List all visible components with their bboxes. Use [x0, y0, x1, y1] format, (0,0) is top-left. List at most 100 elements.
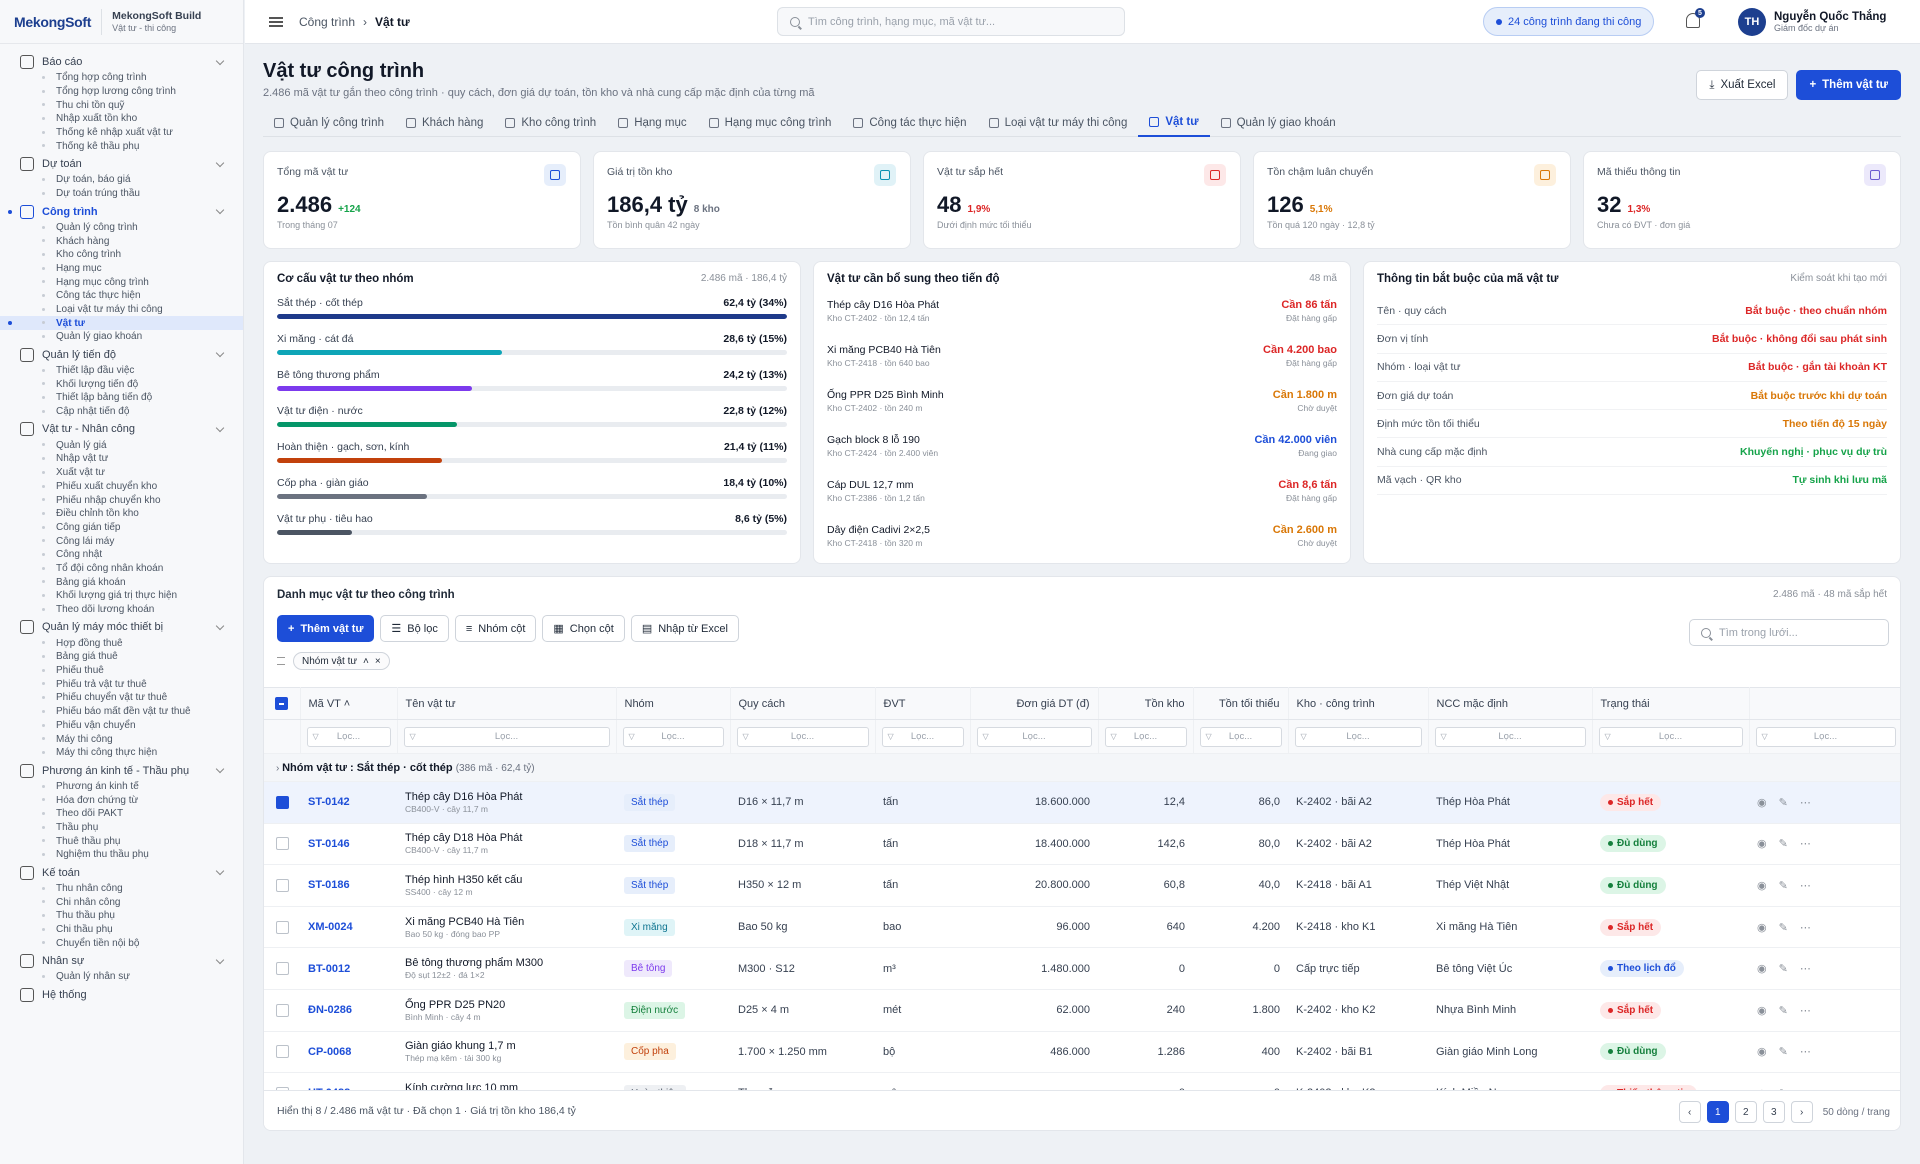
row-checkbox[interactable] [275, 1003, 289, 1017]
more-icon[interactable]: ⋯ [1799, 1004, 1811, 1017]
column-header[interactable]: ĐVT [875, 687, 971, 720]
nav-item[interactable]: Thiết lập đầu việc [0, 364, 243, 378]
eye-icon[interactable]: ◉ [1757, 921, 1767, 934]
nav-item[interactable]: Hóa đơn chứng từ [0, 793, 243, 807]
filter-input[interactable]: Lọc... [881, 726, 964, 747]
nav-item[interactable]: Phiếu trả vật tư thuê [0, 677, 243, 691]
tab-1[interactable]: Khách hàng [395, 109, 494, 137]
sort-up-icon[interactable]: ˄ [363, 655, 369, 667]
chevron-down-icon[interactable] [215, 348, 225, 358]
nav-item[interactable]: Thống kê thầu phụ [0, 139, 243, 153]
nav-item[interactable]: Thu chi tồn quỹ [0, 98, 243, 112]
nav-item[interactable]: Chi nhân công [0, 895, 243, 909]
breadcrumb-parent[interactable]: Công trình [299, 14, 356, 29]
tab-8[interactable]: Quản lý giao khoán [1210, 109, 1347, 137]
nav-item[interactable]: Quản lý giá [0, 438, 243, 452]
nav-section-6[interactable]: Phương án kinh tế - Thầu phụ [0, 762, 243, 780]
chevron-down-icon[interactable] [215, 955, 225, 964]
eye-icon[interactable]: ◉ [1757, 1046, 1767, 1059]
eye-icon[interactable]: ◉ [1757, 796, 1767, 809]
tab-5[interactable]: Công tác thực hiện [842, 109, 977, 137]
page-button[interactable]: 3 [1762, 1101, 1785, 1123]
filter-input[interactable]: Lọc... [1434, 726, 1586, 747]
page-button[interactable]: › [1790, 1101, 1813, 1123]
edit-icon[interactable]: ✎ [1778, 963, 1788, 976]
row-checkbox[interactable] [275, 878, 289, 892]
toolbar-button-3[interactable]: ▦ Chọn cột [542, 615, 625, 642]
edit-icon[interactable]: ✎ [1778, 879, 1788, 892]
nav-item[interactable]: Dự toán trúng thầu [0, 187, 243, 201]
nav-section-0[interactable]: Báo cáo [0, 53, 243, 71]
column-header[interactable]: Tồn tối thiểu [1193, 687, 1289, 720]
nav-section-9[interactable]: Hệ thống [0, 986, 243, 1004]
column-header[interactable]: Trạng thái [1592, 687, 1750, 720]
nav-item[interactable]: Chi thầu phụ [0, 923, 243, 937]
column-header[interactable]: Tên vật tư [397, 687, 617, 720]
table-row[interactable]: ST-0146 Thép cây D18 Hòa Phát CB400-V · câ… [264, 823, 1900, 866]
chevron-down-icon[interactable] [215, 56, 225, 65]
page-button[interactable]: 2 [1734, 1101, 1757, 1123]
nav-item[interactable]: Quản lý công trình [0, 221, 243, 235]
nav-item[interactable]: Khối lượng giá trị thực hiện [0, 589, 243, 603]
nav-section-2[interactable]: Công trình [0, 203, 243, 221]
nav-item[interactable]: Tổng hợp lương công trình [0, 85, 243, 99]
tab-2[interactable]: Kho công trình [494, 109, 607, 137]
search-input[interactable]: Tìm công trình, hạng mục, mã vật tư... [777, 7, 1125, 36]
nav-section-8[interactable]: Nhân sự [0, 952, 243, 970]
chevron-down-icon[interactable] [215, 423, 225, 433]
nav-item[interactable]: Máy thi công thực hiện [0, 746, 243, 760]
eye-icon[interactable]: ◉ [1757, 963, 1767, 976]
material-code[interactable]: ĐN-0286 [300, 989, 397, 1032]
active-projects-pill[interactable]: 24 công trình đang thi công [1483, 7, 1655, 36]
nav-item[interactable]: Thiết lập bảng tiến độ [0, 391, 243, 405]
edit-icon[interactable]: ✎ [1778, 796, 1788, 809]
column-header[interactable]: Nhóm [616, 687, 731, 720]
eye-icon[interactable]: ◉ [1757, 838, 1767, 851]
group-chip[interactable]: Nhóm vật tư ˄ × [293, 652, 390, 670]
nav-item[interactable]: Quản lý giao khoán [0, 330, 243, 344]
nav-item[interactable]: Phiếu thuê [0, 664, 243, 678]
page-size-select[interactable]: 50 dòng / trang [1822, 1106, 1890, 1118]
nav-item[interactable]: Xuất vật tư [0, 466, 243, 480]
nav-item[interactable]: Thu thầu phụ [0, 909, 243, 923]
group-row[interactable]: › Nhóm vật tư : Sắt thép · cốt thép (386… [264, 753, 1900, 782]
filter-input[interactable]: Lọc... [976, 726, 1092, 747]
tab-0[interactable]: Quản lý công trình [263, 109, 395, 137]
nav-item[interactable]: Phiếu báo mất đền vật tư thuê [0, 705, 243, 719]
row-checkbox[interactable] [275, 837, 289, 851]
select-all-checkbox[interactable] [275, 697, 289, 710]
nav-item[interactable]: Phiếu vận chuyển [0, 719, 243, 733]
more-icon[interactable]: ⋯ [1799, 838, 1811, 851]
eye-icon[interactable]: ◉ [1757, 879, 1767, 892]
eye-icon[interactable]: ◉ [1757, 1004, 1767, 1017]
filter-input[interactable]: Lọc... [1104, 726, 1187, 747]
nav-item[interactable]: Phương án kinh tế [0, 780, 243, 794]
nav-item[interactable]: Công gián tiếp [0, 521, 243, 535]
add-material-button[interactable]: + Thêm vật tư [1796, 70, 1901, 100]
toolbar-button-0[interactable]: + Thêm vật tư [277, 615, 375, 642]
more-icon[interactable]: ⋯ [1799, 963, 1811, 976]
column-header[interactable]: Tồn kho [1098, 687, 1194, 720]
table-row[interactable]: BT-0012 Bê tông thương phẩm M300 Độ sụt 12… [264, 947, 1900, 990]
tab-7[interactable]: Vật tư [1138, 109, 1210, 137]
row-checkbox[interactable] [275, 1045, 289, 1059]
table-row[interactable]: CP-0068 Giàn giáo khung 1,7 m Thép mạ kẽm … [264, 1031, 1900, 1074]
filter-input[interactable]: Lọc... [622, 726, 724, 747]
tab-6[interactable]: Loại vật tư máy thi công [978, 109, 1139, 137]
nav-section-4[interactable]: Vật tư - Nhân công [0, 420, 243, 438]
column-header[interactable]: Quy cách [730, 687, 876, 720]
filter-input[interactable]: Lọc... [1294, 726, 1422, 747]
nav-item[interactable]: Tổng hợp công trình [0, 71, 243, 85]
nav-item[interactable]: Chuyển tiền nội bộ [0, 936, 243, 950]
column-header[interactable]: Mã VT ˄ [300, 687, 398, 720]
menu-icon[interactable] [269, 16, 283, 27]
filter-input[interactable]: Lọc... [1755, 726, 1896, 747]
supply-row[interactable]: Cáp DUL 12,7 mm Kho CT-2386 · tồn 1,2 tấn… [827, 477, 1337, 522]
nav-item[interactable]: Loại vật tư máy thi công [0, 303, 243, 317]
nav-item[interactable]: Công nhật [0, 548, 243, 562]
nav-item[interactable]: Khối lượng tiến độ [0, 377, 243, 391]
column-header[interactable]: Kho · công trình [1288, 687, 1429, 720]
nav-item[interactable]: Tổ đội công nhân khoán [0, 562, 243, 576]
nav-item[interactable]: Dự toán, báo giá [0, 173, 243, 187]
export-excel-button[interactable]: ⤓ Xuất Excel [1696, 70, 1789, 100]
